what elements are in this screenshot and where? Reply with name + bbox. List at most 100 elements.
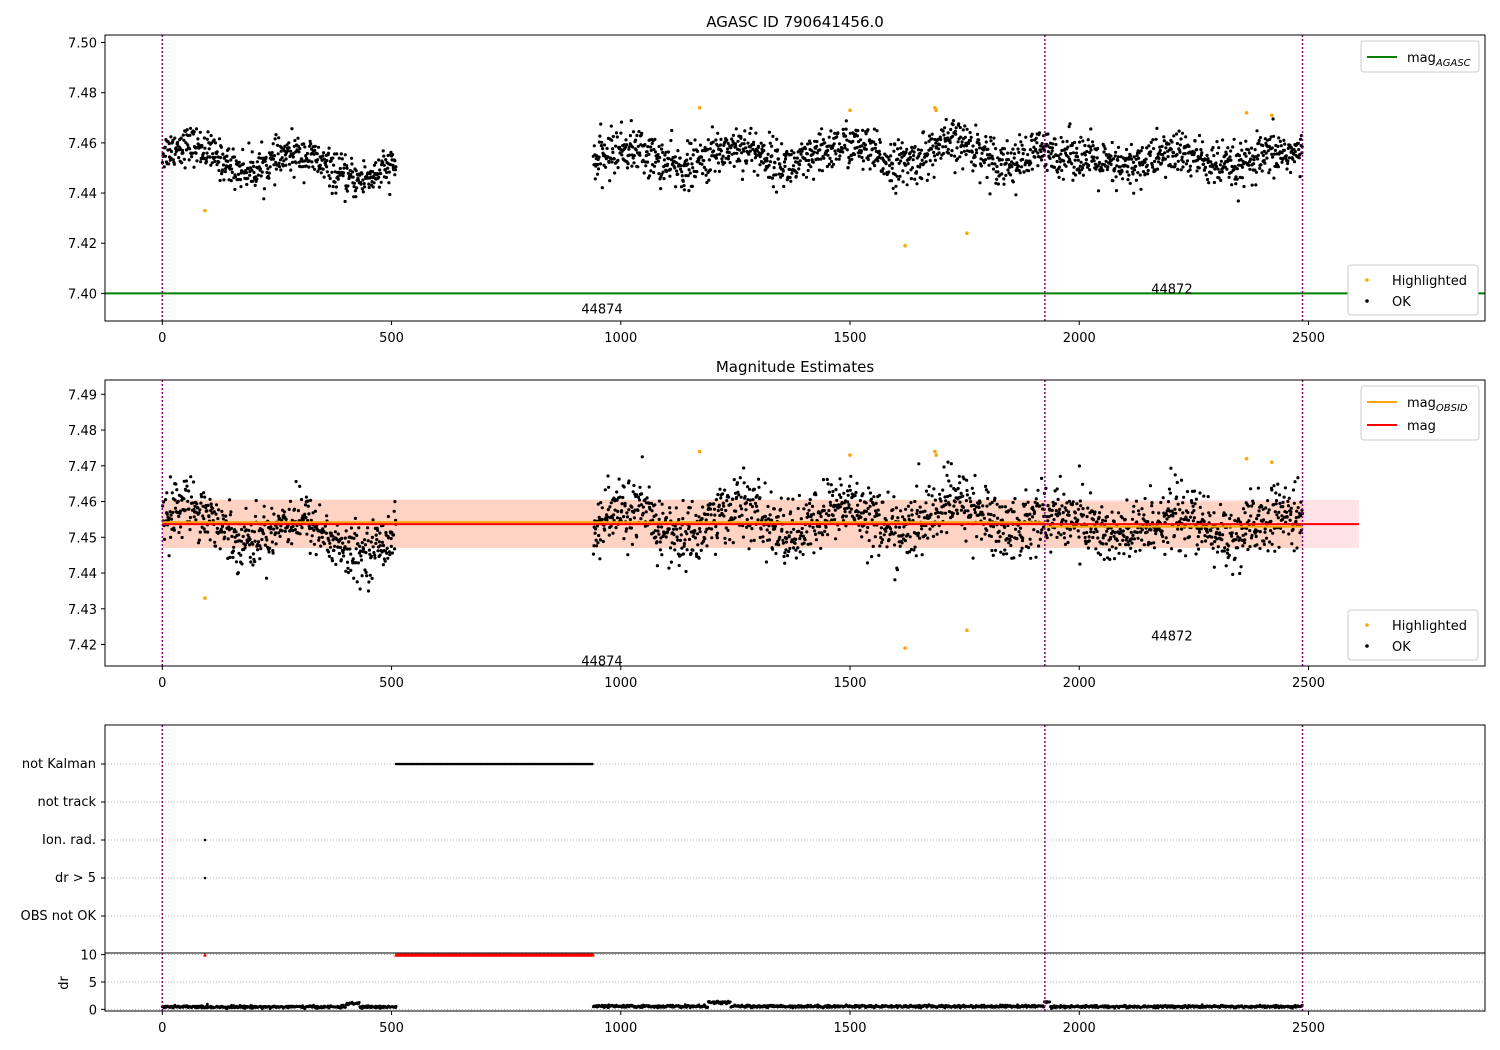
ok-point bbox=[977, 513, 981, 517]
ok-point bbox=[847, 155, 851, 160]
ok-point bbox=[220, 509, 224, 513]
ok-point bbox=[757, 485, 761, 489]
ok-point bbox=[379, 171, 383, 176]
ok-point bbox=[386, 166, 390, 170]
flag-point bbox=[468, 762, 471, 766]
ok-point bbox=[372, 174, 376, 178]
ok-point bbox=[370, 535, 374, 540]
ok-point bbox=[1072, 165, 1076, 169]
ok-point bbox=[217, 508, 221, 512]
ok-point bbox=[1273, 549, 1277, 553]
flag-point bbox=[563, 762, 567, 766]
ok-point bbox=[1096, 146, 1100, 151]
ok-point bbox=[783, 551, 787, 555]
ok-point bbox=[887, 158, 891, 162]
ok-point bbox=[860, 144, 864, 148]
ok-point bbox=[968, 138, 973, 143]
ok-point bbox=[1184, 515, 1188, 519]
ok-point bbox=[1205, 527, 1209, 531]
ok-point bbox=[1046, 519, 1050, 523]
legend-label: magOBSID bbox=[1407, 396, 1468, 414]
ok-point bbox=[182, 497, 186, 501]
ok-point bbox=[349, 552, 353, 556]
ok-point bbox=[1277, 545, 1281, 549]
ok-point bbox=[737, 148, 742, 152]
ok-point bbox=[1263, 530, 1267, 534]
ok-point bbox=[821, 138, 826, 142]
ok-point bbox=[250, 150, 254, 154]
ok-point bbox=[738, 476, 742, 480]
ok-point bbox=[1077, 464, 1081, 468]
ok-point bbox=[841, 150, 845, 154]
ok-point bbox=[1041, 525, 1046, 529]
ok-point bbox=[392, 533, 396, 537]
ok-point bbox=[1152, 541, 1156, 545]
ok-point bbox=[298, 532, 302, 536]
ok-point bbox=[338, 545, 343, 550]
ok-point bbox=[739, 495, 743, 499]
ok-point bbox=[1261, 153, 1265, 157]
ok-point bbox=[944, 138, 949, 142]
ok-point bbox=[626, 553, 630, 557]
ok-point bbox=[353, 516, 357, 521]
ok-point bbox=[298, 484, 302, 488]
ok-point bbox=[901, 169, 905, 173]
ok-point bbox=[346, 171, 350, 175]
ok-point bbox=[915, 484, 919, 488]
ok-point bbox=[622, 143, 627, 147]
ok-point bbox=[676, 538, 680, 542]
ok-point bbox=[839, 483, 843, 487]
ok-point bbox=[599, 144, 604, 148]
ok-point bbox=[985, 175, 989, 180]
ok-point bbox=[1210, 535, 1214, 539]
ok-point bbox=[609, 501, 613, 505]
ok-point bbox=[905, 147, 909, 151]
ok-point bbox=[303, 512, 307, 516]
ok-point bbox=[327, 538, 331, 543]
ok-point bbox=[1103, 533, 1107, 537]
ok-point bbox=[1273, 148, 1277, 152]
ok-point bbox=[846, 493, 850, 497]
ok-point bbox=[761, 535, 765, 539]
ok-point bbox=[655, 564, 660, 568]
ok-point bbox=[834, 152, 838, 156]
ok-point bbox=[1097, 160, 1102, 165]
ok-point bbox=[1022, 170, 1026, 174]
ok-point bbox=[220, 530, 224, 534]
ok-point bbox=[163, 154, 168, 158]
flag-point bbox=[203, 876, 207, 880]
ok-point bbox=[792, 527, 796, 531]
ok-point bbox=[1028, 512, 1032, 516]
ok-point bbox=[272, 527, 276, 531]
ok-point bbox=[791, 497, 795, 501]
ok-point bbox=[393, 159, 397, 163]
ok-point bbox=[1125, 170, 1129, 174]
ok-point bbox=[660, 143, 664, 147]
ok-point bbox=[861, 167, 865, 171]
ok-point bbox=[827, 135, 831, 139]
flag-point bbox=[556, 762, 559, 766]
ok-point bbox=[199, 160, 203, 164]
ok-point bbox=[207, 515, 211, 519]
ok-point bbox=[1021, 157, 1025, 162]
ok-point bbox=[660, 553, 664, 557]
ok-point bbox=[1288, 518, 1292, 522]
ok-point bbox=[1167, 142, 1171, 146]
ok-point bbox=[634, 148, 638, 152]
ok-point bbox=[369, 554, 374, 558]
ok-point bbox=[778, 162, 782, 166]
ok-point bbox=[1121, 538, 1125, 543]
ok-point bbox=[789, 510, 793, 514]
ok-point bbox=[688, 506, 692, 510]
ok-point bbox=[368, 573, 372, 577]
ok-point bbox=[223, 170, 227, 174]
ok-point bbox=[372, 163, 377, 167]
ok-point bbox=[1185, 490, 1190, 494]
ok-point bbox=[322, 157, 326, 161]
ok-point bbox=[1149, 140, 1153, 144]
ok-point bbox=[894, 525, 898, 529]
ok-point bbox=[1068, 122, 1072, 126]
ok-point bbox=[840, 501, 844, 505]
ok-point bbox=[703, 537, 707, 541]
ok-point bbox=[1244, 532, 1248, 536]
